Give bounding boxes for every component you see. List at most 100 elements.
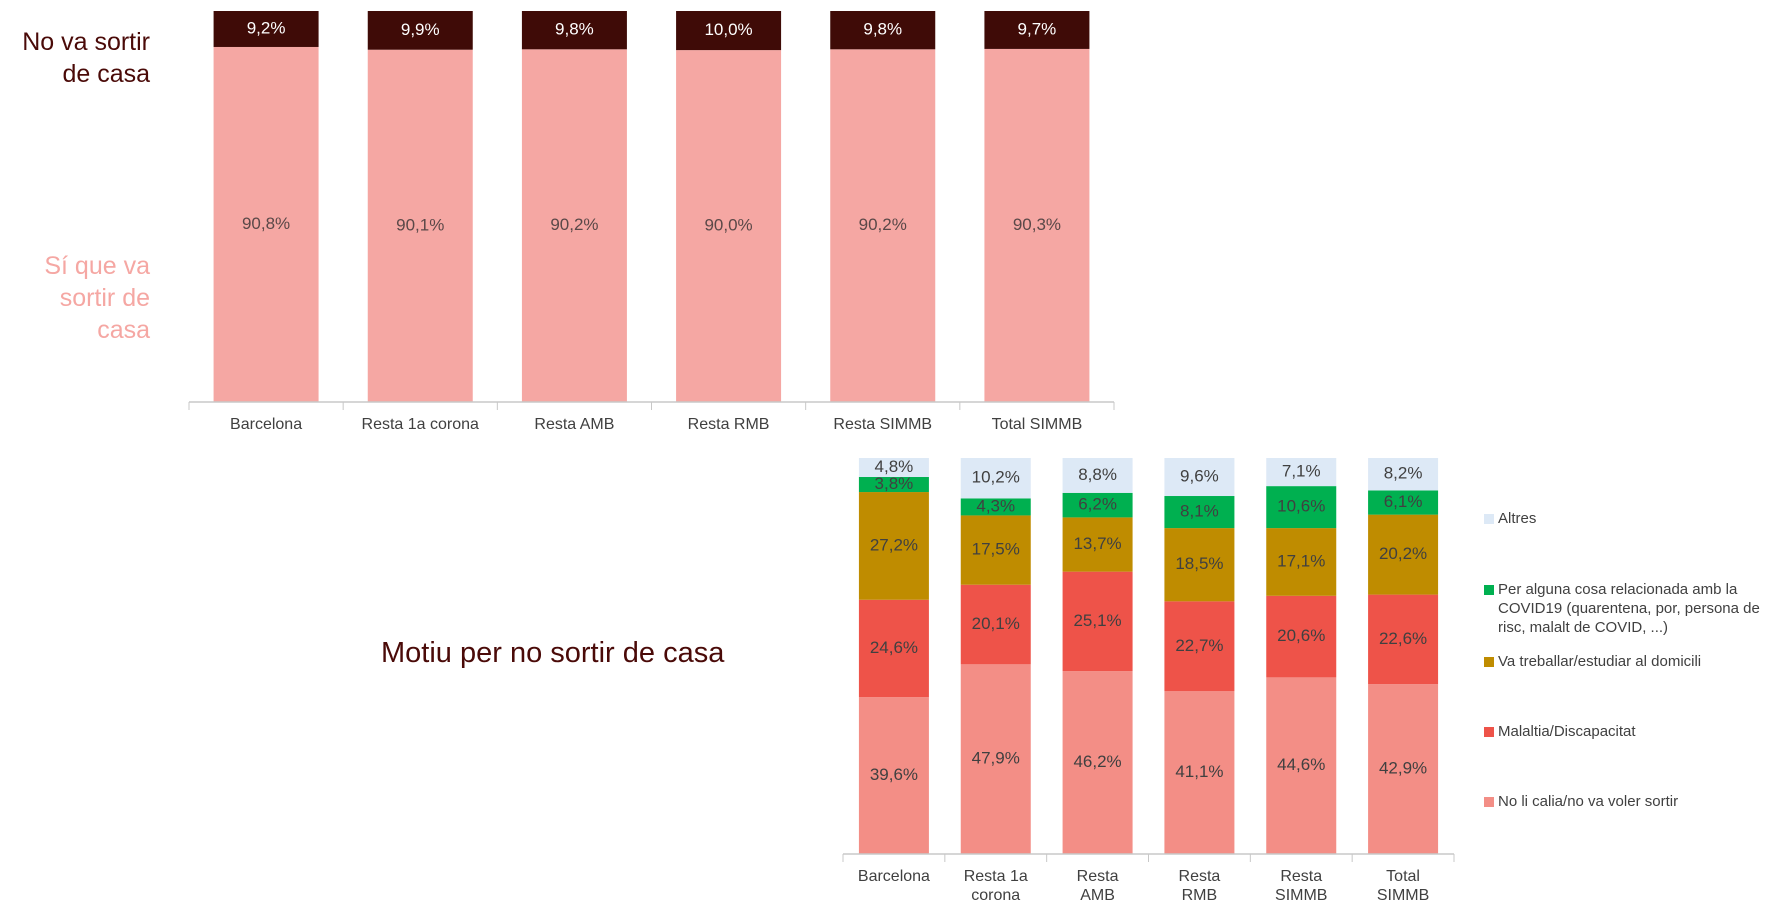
- data-label: 8,8%: [1078, 465, 1117, 484]
- x-tick-label: Barcelona: [230, 416, 303, 433]
- data-label: 47,9%: [972, 749, 1020, 768]
- bar-segment: [1368, 458, 1439, 491]
- bar-segment: [367, 49, 473, 403]
- data-label: 8,1%: [1180, 502, 1219, 521]
- bar-segment: [830, 11, 936, 50]
- data-label: 9,2%: [247, 18, 286, 37]
- data-label: 25,1%: [1073, 611, 1121, 630]
- data-label: 18,5%: [1175, 554, 1223, 573]
- data-label: 9,9%: [401, 20, 440, 39]
- data-label: 10,0%: [704, 20, 752, 39]
- x-tick-label: Total SIMMB: [991, 416, 1083, 433]
- data-label: 90,2%: [859, 215, 907, 234]
- legend-label: Va treballar/estudiar al domicili: [1498, 653, 1702, 670]
- legend-swatch: [1484, 727, 1494, 737]
- data-label: 7,1%: [1282, 462, 1321, 481]
- data-label: 3,8%: [875, 474, 914, 493]
- bar-segment: [984, 11, 1090, 49]
- data-label: 17,5%: [972, 540, 1020, 559]
- x-tick-label: Total SIMMB: [1376, 868, 1430, 904]
- x-tick-label: Resta AMB: [534, 416, 615, 433]
- bar-segment: [367, 11, 473, 50]
- legend-swatch: [1484, 797, 1494, 807]
- data-label: 22,7%: [1175, 636, 1223, 655]
- data-label: 20,1%: [972, 614, 1020, 633]
- x-tick-label: Resta SIMMB: [1275, 868, 1328, 904]
- bar-segment: [858, 492, 929, 600]
- bar-segment: [1062, 492, 1133, 518]
- data-label: 39,6%: [870, 765, 918, 784]
- legend-swatch: [1484, 514, 1494, 524]
- bar-segment: [960, 515, 1031, 585]
- data-label: 90,2%: [550, 215, 598, 234]
- bar-segment: [676, 11, 782, 51]
- bar-segment: [1368, 594, 1439, 685]
- data-label: 10,6%: [1277, 497, 1325, 516]
- bar-segment: [1266, 486, 1337, 529]
- legend-label: Sí que va sortir de casa: [44, 252, 150, 344]
- data-label: 17,1%: [1277, 551, 1325, 570]
- bar-segment: [521, 11, 627, 50]
- bar-segment: [1266, 458, 1337, 487]
- bar-segment: [1164, 496, 1235, 529]
- legend-label: Per alguna cosa relacionada amb la COVID…: [1498, 581, 1760, 636]
- legend-label: Altres: [1498, 510, 1537, 527]
- bar-segment: [1164, 528, 1235, 602]
- x-tick-label: Resta RMB: [687, 416, 770, 433]
- data-label: 9,8%: [863, 20, 902, 39]
- legend-label: No li calia/no va voler sortir: [1498, 793, 1679, 810]
- bar-segment: [858, 697, 929, 854]
- bar-segment: [676, 50, 782, 402]
- bar-segment: [960, 584, 1031, 665]
- legend-label: Malaltia/Discapacitat: [1498, 723, 1636, 740]
- data-label: 9,6%: [1180, 466, 1219, 485]
- x-tick-label: Resta 1a corona: [361, 416, 479, 433]
- bar-segment: [1164, 691, 1235, 854]
- data-label: 90,8%: [242, 214, 290, 233]
- bar-segment: [1062, 517, 1133, 572]
- bar-segment: [213, 46, 319, 403]
- legend-swatch: [1484, 585, 1494, 595]
- data-label: 8,2%: [1384, 464, 1423, 483]
- data-label: 9,8%: [555, 20, 594, 39]
- x-tick-label: Resta AMB: [1076, 868, 1119, 904]
- data-label: 44,6%: [1277, 755, 1325, 774]
- data-label: 42,9%: [1379, 759, 1427, 778]
- data-label: 90,1%: [396, 215, 444, 234]
- bar-segment: [830, 49, 936, 403]
- data-label: 9,7%: [1018, 19, 1057, 38]
- chart-title: Motiu per no sortir de casa: [381, 637, 725, 669]
- data-label: 4,3%: [976, 496, 1015, 515]
- bar-segment: [1164, 601, 1235, 692]
- data-label: 90,0%: [704, 216, 752, 235]
- data-label: 41,1%: [1175, 762, 1223, 781]
- bar-segment: [213, 11, 319, 47]
- bar-segment: [1368, 514, 1439, 595]
- data-label: 46,2%: [1073, 752, 1121, 771]
- bar-segment: [858, 599, 929, 698]
- data-label: 20,6%: [1277, 626, 1325, 645]
- bar-segment: [960, 498, 1031, 516]
- bar-segment: [1062, 458, 1133, 493]
- bar-segment: [521, 49, 627, 403]
- legend-swatch: [1484, 657, 1494, 667]
- data-label: 6,1%: [1384, 492, 1423, 511]
- data-label: 10,2%: [972, 468, 1020, 487]
- x-tick-label: Resta 1a corona: [963, 868, 1028, 904]
- bar-segment: [858, 458, 929, 478]
- data-label: 90,3%: [1013, 215, 1061, 234]
- bar-segment: [1164, 458, 1235, 497]
- bar-segment: [1266, 595, 1337, 678]
- bar-segment: [1368, 490, 1439, 515]
- bar-segment: [1062, 671, 1133, 854]
- data-label: 20,2%: [1379, 544, 1427, 563]
- x-tick-label: Barcelona: [857, 868, 930, 885]
- bar-segment: [1266, 677, 1337, 854]
- bar-segment: [1368, 684, 1439, 854]
- data-label: 13,7%: [1073, 534, 1121, 553]
- bar-segment: [1266, 528, 1337, 596]
- bar-segment: [960, 664, 1031, 854]
- data-label: 4,8%: [875, 457, 914, 476]
